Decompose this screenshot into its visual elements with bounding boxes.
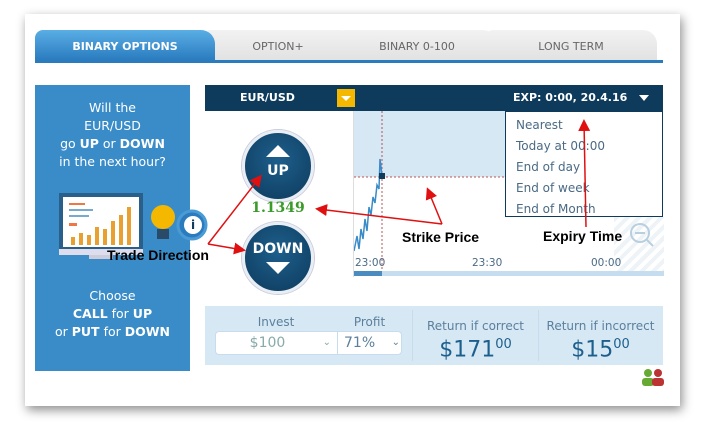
expiry-option-nearest[interactable]: Nearest	[516, 118, 563, 132]
chevron-down-icon	[341, 96, 351, 101]
return-if-incorrect: Return if incorrect $1500	[546, 319, 655, 363]
call-put-text: Choose CALL for UP or PUT for DOWN	[54, 288, 170, 339]
tab-bar: BINARY OPTIONS OPTION+ BINARY 0-100 LONG…	[35, 30, 663, 63]
current-price-marker	[379, 173, 385, 179]
expiry-dropdown-menu: Nearest Today at 00:00 End of day End of…	[505, 111, 663, 217]
chart-header: EUR/USD EXP: 0:00, 20.4.16	[205, 85, 663, 111]
x-tick: 23:30	[472, 257, 503, 269]
price-line	[354, 111, 664, 276]
info-panel: Will the EUR/USD go UP or DOWN in the ne…	[35, 85, 208, 371]
price-chart: 23:00 23:30 00:00	[353, 111, 664, 277]
expiry-option-end-of-week[interactable]: End of week	[516, 181, 590, 195]
up-button[interactable]: UP	[242, 130, 314, 202]
x-tick: 00:00	[591, 257, 622, 269]
tab-binary-0-100[interactable]: BINARY 0-100	[337, 30, 497, 60]
strike-price-value: 1.1349	[251, 200, 305, 216]
profit-select[interactable]: 71% ⌄	[338, 332, 401, 354]
expiry-option-today[interactable]: Today at 00:00	[516, 139, 605, 153]
caret-down-icon[interactable]	[639, 95, 649, 101]
info-icon[interactable]: i	[184, 216, 202, 234]
chevron-down-icon: ⌄	[391, 337, 400, 348]
tab-long-term[interactable]: LONG TERM	[485, 30, 657, 60]
expiry-option-end-of-month[interactable]: End of Month	[516, 202, 596, 216]
asset-dropdown-button[interactable]	[337, 89, 355, 107]
zoom-out-icon	[630, 223, 650, 243]
down-button[interactable]: DOWN	[242, 222, 314, 294]
monitor-chart-illustration-icon	[59, 193, 208, 259]
arrow-up-icon	[266, 145, 290, 157]
invest-select[interactable]: $100 ⌄	[216, 332, 338, 354]
users-icon[interactable]	[640, 368, 666, 388]
return-if-correct: Return if correct $17100	[426, 319, 525, 363]
profit-label: Profit	[353, 315, 386, 329]
zoom-area	[614, 217, 664, 272]
annotation-trade-direction: Trade Direction	[107, 247, 209, 263]
chevron-down-icon: ⌄	[322, 337, 331, 348]
arrow-down-icon	[266, 262, 290, 274]
question-text: Will the EUR/USD go UP or DOWN in the ne…	[59, 100, 166, 169]
invest-label: Invest	[257, 315, 295, 329]
x-tick: 23:00	[355, 257, 386, 269]
timeline-scrollbar	[354, 271, 664, 276]
tab-binary-options[interactable]: BINARY OPTIONS	[35, 30, 215, 60]
trade-panel: Invest Profit $100 ⌄ 71% ⌄ Return if corre…	[205, 306, 663, 365]
expiry-selector[interactable]: EXP: 0:00, 20.4.16	[513, 91, 628, 104]
annotation-strike-price: Strike Price	[402, 229, 480, 245]
expiry-option-end-of-day[interactable]: End of day	[516, 160, 581, 174]
asset-label: EUR/USD	[240, 91, 295, 104]
annotation-expiry-time: Expiry Time	[543, 228, 623, 244]
tab-option-plus[interactable]: OPTION+	[203, 30, 353, 60]
